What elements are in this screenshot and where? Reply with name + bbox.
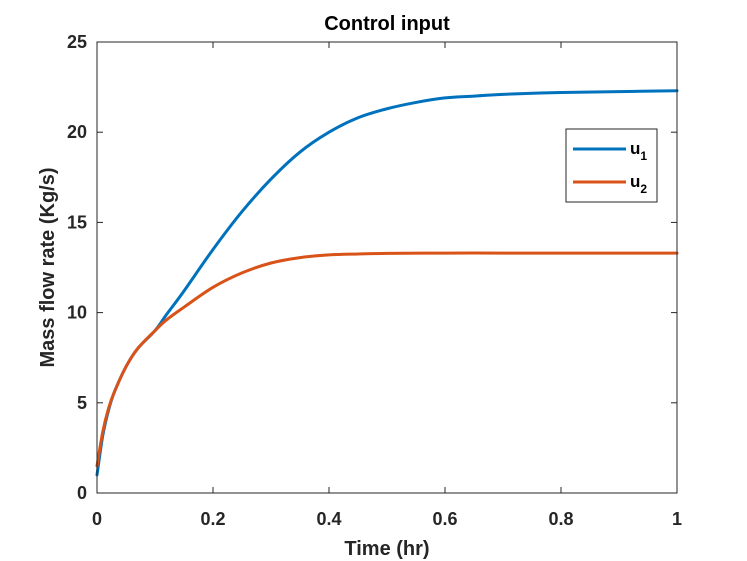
chart-title: Control input xyxy=(324,13,450,35)
x-tick-label: 0 xyxy=(92,509,102,529)
legend-box xyxy=(565,128,658,203)
y-axis-label: Mass flow rate (Kg/s) xyxy=(37,167,59,367)
x-axis-label: Time (hr) xyxy=(344,538,429,560)
x-tick-label: 0.8 xyxy=(548,509,573,529)
series-line-u2 xyxy=(95,251,679,468)
y-tick-label: 25 xyxy=(67,32,87,52)
x-tick-label: 0.4 xyxy=(316,509,341,529)
series-layer xyxy=(95,89,679,477)
y-tick-label: 15 xyxy=(67,212,87,232)
y-tick-label: 10 xyxy=(67,303,87,323)
plot-area xyxy=(97,42,677,493)
x-tick-label: 1 xyxy=(672,509,682,529)
x-tick-label: 0.2 xyxy=(200,509,225,529)
plot-frame xyxy=(96,41,678,494)
y-tick-label: 0 xyxy=(77,483,87,503)
y-tick-label: 5 xyxy=(77,393,87,413)
x-tick-label: 0.6 xyxy=(432,509,457,529)
y-tick-label: 20 xyxy=(67,122,87,142)
